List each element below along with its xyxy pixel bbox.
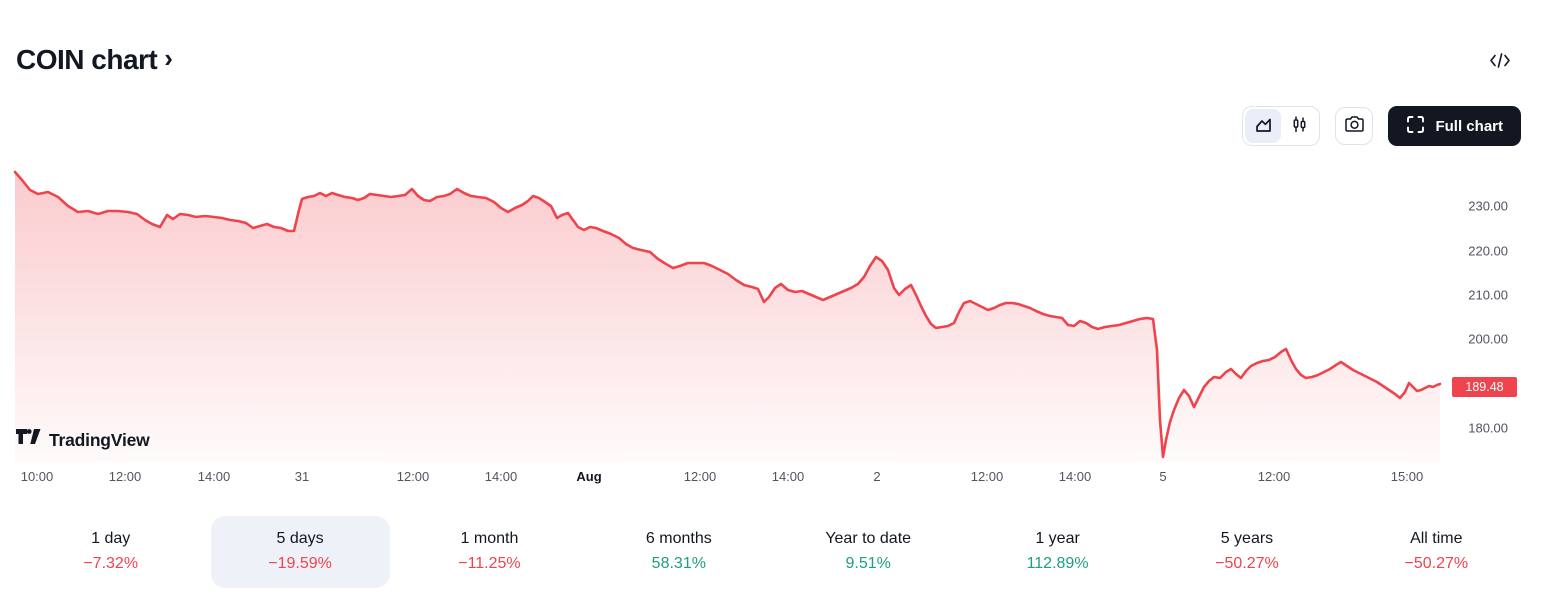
last-price-badge: 189.48 (1452, 377, 1517, 397)
range-change: −50.27% (1404, 555, 1469, 572)
range-change: −11.25% (458, 555, 521, 572)
y-axis-tick: 200.00 (1468, 331, 1508, 347)
range-change: −7.32% (83, 555, 139, 572)
range-label: 5 years (1220, 530, 1274, 547)
symbol-title-link[interactable]: COIN chart › (16, 44, 173, 76)
x-axis-tick: 14:00 (484, 469, 518, 484)
full-chart-label: Full chart (1435, 117, 1503, 135)
range-cell: Year to date 9.51% (774, 516, 963, 588)
x-axis-tick: 2 (873, 469, 881, 484)
range-label: Year to date (825, 530, 912, 547)
range-change: −50.27% (1215, 555, 1279, 572)
code-icon (1489, 52, 1511, 72)
x-axis-tick: 14:00 (1058, 469, 1092, 484)
range-label: 1 day (91, 530, 131, 547)
chart-toolbar: Full chart (1242, 106, 1521, 146)
range-cell: 5 years −50.27% (1152, 516, 1341, 588)
chevron-right-icon: › (164, 43, 173, 73)
y-axis-tick: 210.00 (1468, 287, 1508, 303)
range-cell: 1 year 112.89% (963, 516, 1152, 588)
camera-icon (1344, 115, 1365, 137)
candlestick-icon (1290, 115, 1309, 137)
price-area-fill (15, 172, 1440, 462)
range-cell: 1 month −11.25% (395, 516, 584, 588)
tradingview-logo-icon (16, 429, 41, 451)
x-axis-tick: 15:00 (1390, 469, 1424, 484)
x-axis-tick: Aug (576, 469, 602, 484)
tradingview-attribution-link[interactable]: TradingView (16, 429, 150, 451)
range-cell: 1 day −7.32% (16, 516, 205, 588)
x-axis-tick: 12:00 (396, 469, 430, 484)
range-label: 6 months (645, 530, 712, 547)
x-axis-tick: 12:00 (108, 469, 142, 484)
x-axis-tick: 31 (294, 469, 310, 484)
time-range-bar: 1 day −7.32% 5 days −19.59% 1 month −11.25% 6 … (16, 516, 1531, 588)
range-label: All time (1410, 530, 1463, 547)
x-axis-tick: 14:00 (771, 469, 805, 484)
range-button-5-days[interactable]: 5 days −19.59% (210, 516, 390, 588)
price-line (13, 170, 1442, 459)
page-title: COIN chart (16, 44, 158, 75)
x-axis-tick: 10:00 (20, 469, 54, 484)
range-cell: 6 months 58.31% (584, 516, 773, 588)
range-change: −19.59% (268, 555, 332, 572)
fullscreen-icon (1406, 115, 1425, 138)
range-change: 58.31% (651, 555, 706, 572)
range-cell: 5 days −19.59% (205, 516, 394, 588)
range-change: 112.89% (1026, 555, 1089, 572)
x-axis-tick: 12:00 (683, 469, 717, 484)
range-label: 5 days (276, 530, 324, 547)
range-label: 1 year (1035, 530, 1080, 547)
chart-type-segmented-control (1242, 106, 1321, 146)
area-chart-type-button[interactable] (1245, 109, 1282, 143)
range-cell: All time −50.27% (1342, 516, 1531, 588)
range-button-1-day[interactable]: 1 day −7.32% (21, 516, 200, 588)
full-chart-button[interactable]: Full chart (1388, 106, 1521, 146)
range-button-5-years[interactable]: 5 years −50.27% (1157, 516, 1336, 588)
range-button-1-month[interactable]: 1 month −11.25% (400, 516, 579, 588)
attribution-text: TradingView (49, 429, 150, 450)
y-axis-tick: 230.00 (1468, 198, 1508, 214)
candles-chart-type-button[interactable] (1281, 109, 1317, 143)
x-axis-tick: 12:00 (970, 469, 1004, 484)
x-axis-tick: 12:00 (1257, 469, 1291, 484)
area-chart-icon (1254, 115, 1273, 137)
range-button-all-time[interactable]: All time −50.27% (1347, 516, 1526, 588)
screenshot-button[interactable] (1335, 107, 1374, 145)
x-axis-tick: 14:00 (197, 469, 231, 484)
range-change: 9.51% (845, 555, 891, 572)
range-button-1-year[interactable]: 1 year 112.89% (968, 516, 1147, 588)
range-label: 1 month (460, 530, 519, 547)
y-axis-tick: 180.00 (1468, 420, 1508, 436)
x-axis-tick: 5 (1159, 469, 1167, 484)
y-axis-tick: 220.00 (1468, 243, 1508, 259)
range-button-year-to-date[interactable]: Year to date 9.51% (779, 516, 958, 588)
embed-code-button[interactable] (1484, 48, 1516, 76)
range-button-6-months[interactable]: 6 months 58.31% (589, 516, 768, 588)
